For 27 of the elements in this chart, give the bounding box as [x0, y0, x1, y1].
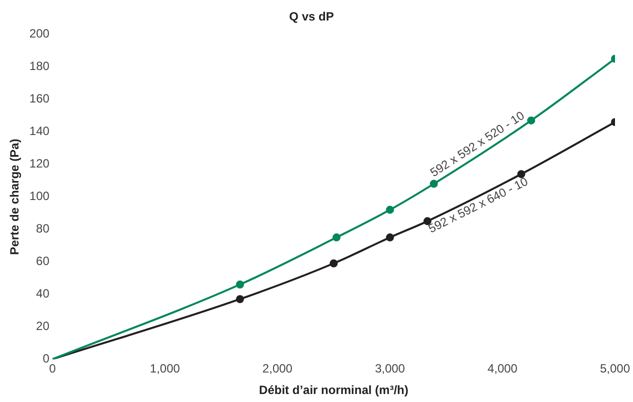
y-tick-label: 80	[36, 222, 50, 236]
point	[330, 259, 338, 268]
point	[236, 280, 244, 288]
x-tick-label: 4,000	[487, 362, 518, 376]
y-tick-label: 160	[29, 92, 50, 106]
point	[527, 116, 536, 124]
point	[386, 206, 394, 214]
y-tick-label: 0	[42, 352, 50, 366]
y-axis-title: Perte de charge (Pa)	[8, 138, 22, 255]
chart-title: Q vs dP	[289, 10, 334, 24]
x-tick-label: 5,000	[600, 362, 630, 376]
x-tick-label: 1,000	[150, 362, 180, 376]
y-tick-label: 200	[29, 26, 50, 41]
y-tick-label: 60	[36, 254, 50, 268]
y-tick-label: 40	[36, 286, 50, 301]
point	[332, 233, 341, 242]
y-tick-label: 120	[29, 156, 50, 171]
y-tick-label: 180	[29, 59, 50, 74]
point	[430, 180, 438, 188]
x-tick-label: 3,000	[374, 362, 406, 376]
x-axis-title: Débit d’air norminal (m³/h)	[259, 383, 408, 398]
y-tick-label: 100	[29, 189, 50, 204]
y-tick-label: 20	[36, 319, 50, 334]
point	[386, 233, 394, 242]
y-tick-label: 140	[29, 124, 50, 138]
point	[236, 295, 244, 304]
x-tick-label: 2,000	[262, 362, 293, 376]
